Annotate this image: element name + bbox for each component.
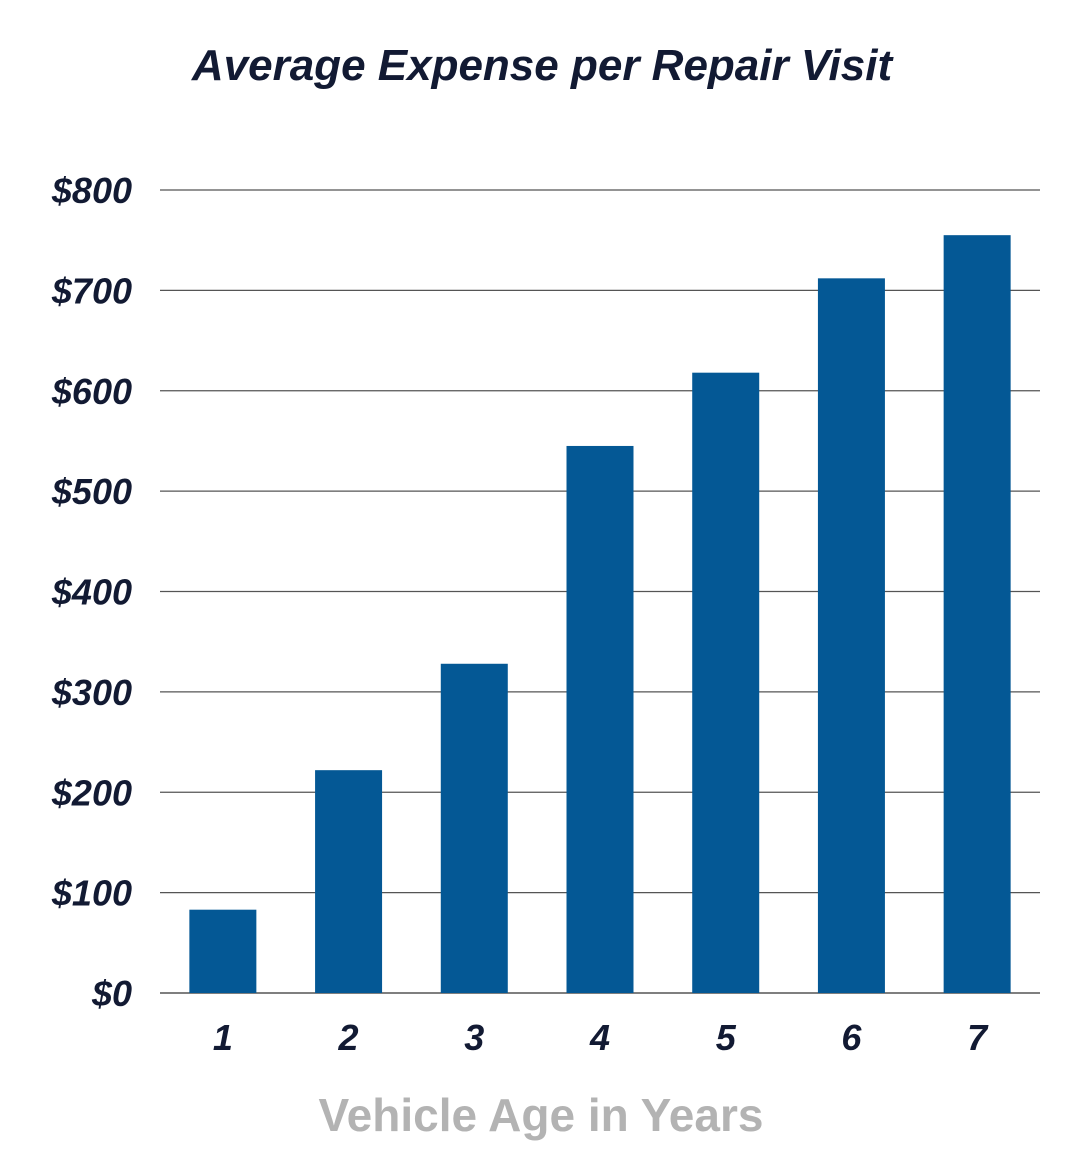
y-tick-label: $500 [51,471,132,512]
y-tick-label: $100 [51,873,132,914]
y-tick-label: $800 [51,170,132,211]
y-tick-label: $400 [51,572,132,613]
x-tick-label: 7 [967,1017,989,1058]
bar-year-4 [566,445,634,993]
x-tick-label: 5 [716,1017,737,1058]
y-tick-label: $700 [51,270,132,311]
bar-year-2 [315,770,383,993]
bars [189,235,1011,994]
y-tick-label: $300 [51,672,132,713]
bar-year-3 [440,663,508,993]
y-tick-label: $200 [51,772,132,813]
x-tick-label: 1 [213,1017,233,1058]
y-tick-label: $0 [91,973,132,1014]
y-tick-label: $600 [51,371,132,412]
x-tick-label: 4 [589,1017,610,1058]
bar-year-1 [189,909,257,993]
x-tick-label: 3 [464,1017,484,1058]
x-axis-tick-labels: 1 2 3 4 5 6 7 [213,1017,989,1058]
y-axis-tick-labels: $0 $100 $200 $300 $400 $500 $600 $700 $800 [51,170,132,1014]
bar-year-6 [817,278,885,994]
chart-title: Average Expense per Repair Visit [191,41,895,90]
x-axis-label: Vehicle Age in Years [319,1089,764,1141]
bar-year-5 [692,372,760,993]
x-tick-label: 2 [338,1017,359,1058]
x-tick-label: 6 [841,1017,862,1058]
bar-year-7 [943,235,1011,993]
